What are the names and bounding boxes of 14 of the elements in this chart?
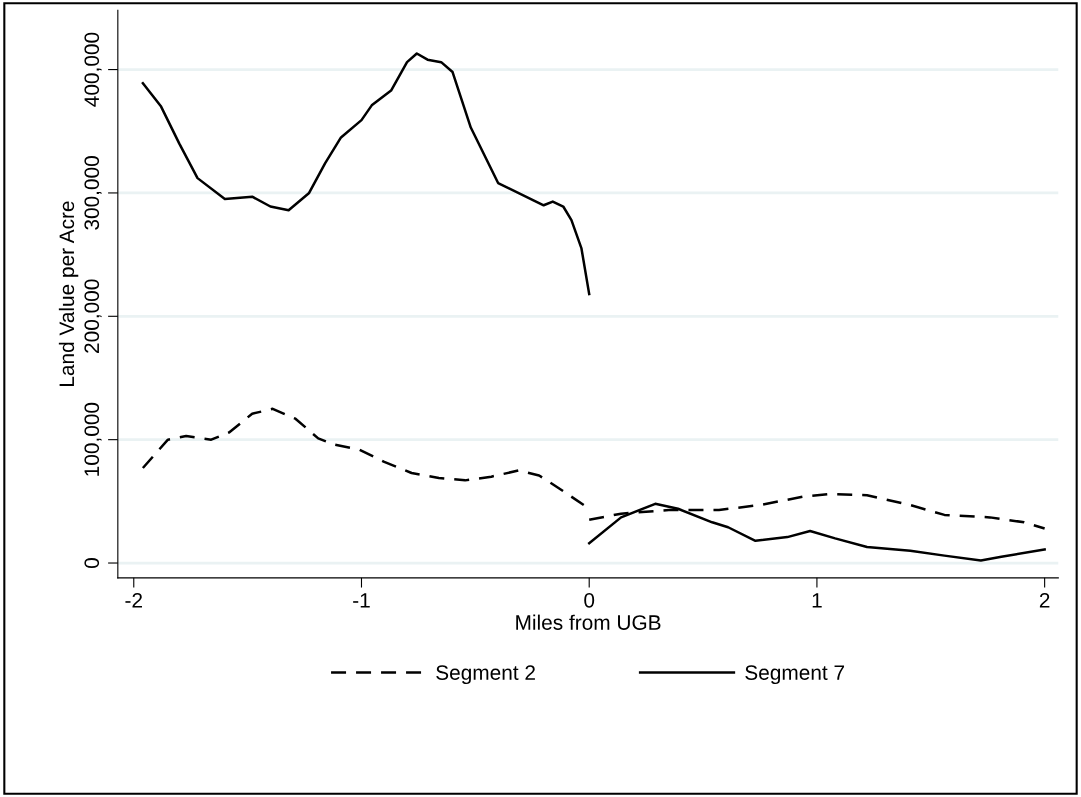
y-tick-label: 400,000 [84, 32, 102, 107]
legend-label: Segment 2 [436, 665, 535, 685]
y-tick-label: 100,000 [84, 402, 102, 476]
y-axis-title: Land Value per Acre [58, 201, 79, 387]
x-tick-label: -2 [125, 592, 142, 608]
y-tick-label: 300,000 [84, 156, 102, 230]
x-axis-title: Miles from UGB [516, 614, 661, 630]
x-tick-label: 0 [584, 592, 595, 608]
x-tick-label: -1 [353, 593, 370, 608]
y-tick-label: 200,000 [84, 279, 102, 353]
x-tick-label: 1 [812, 593, 822, 608]
x-tick-label: 2 [1039, 592, 1050, 608]
y-tick-label: 0 [84, 558, 100, 568]
legend-label: Segment 7 [745, 665, 845, 685]
